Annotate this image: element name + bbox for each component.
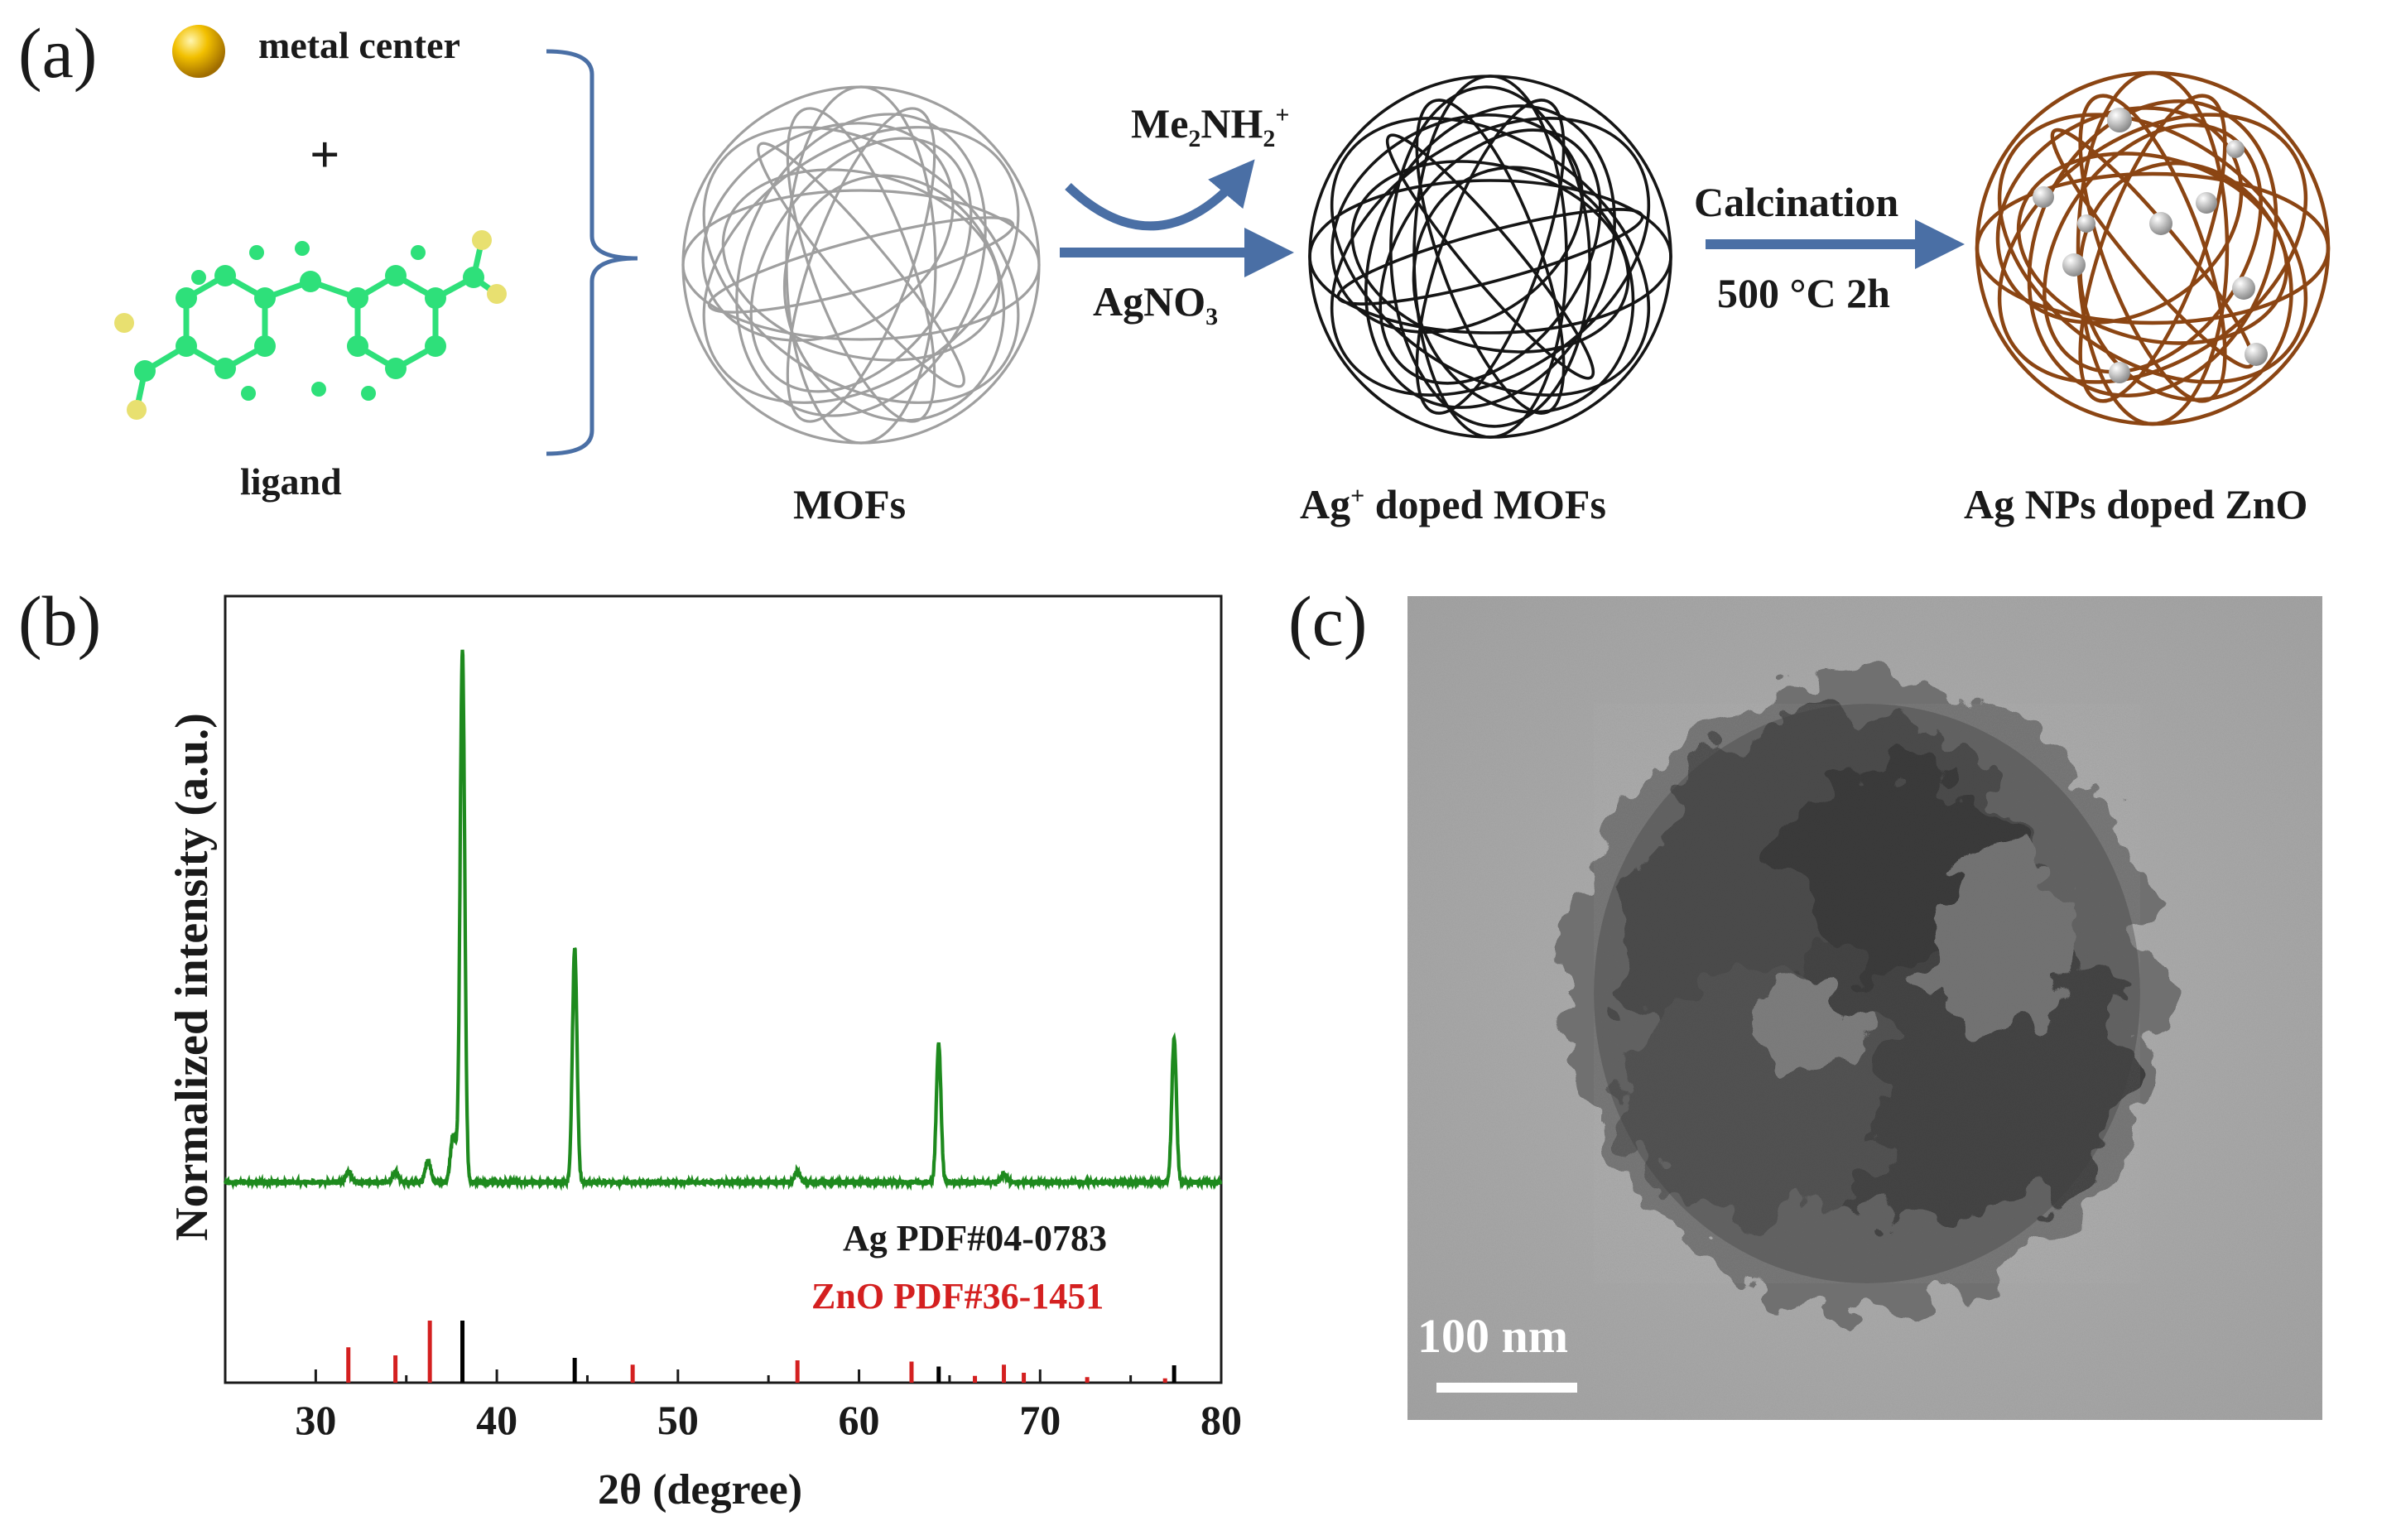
- plot-frame: [224, 594, 1223, 1384]
- x-tick-label: 60: [839, 1397, 880, 1443]
- scale-bar-label: 100 nm: [1417, 1309, 1569, 1363]
- conditions-label: 500 °C 2h: [1717, 270, 1890, 316]
- ag-nanoparticles: [2033, 108, 2268, 383]
- x-tick-label: 70: [1019, 1397, 1061, 1443]
- xrd-axes: [224, 594, 1223, 1384]
- ag-reference-legend: Ag PDF#04-0783: [843, 1218, 1107, 1258]
- x-tick-label: 40: [476, 1397, 517, 1443]
- ligand-label: ligand: [240, 460, 342, 503]
- grouping-bracket: [546, 49, 638, 456]
- ag-doped-mof-sphere: [1308, 75, 1672, 439]
- x-tick-label: 50: [657, 1397, 699, 1443]
- scale-bar: [1436, 1383, 1577, 1393]
- panel-a-letter: (a): [18, 13, 98, 93]
- mofs-label: MOFs: [793, 481, 907, 527]
- mof-sphere: [681, 85, 1041, 445]
- byproduct-curve-arrow: [1065, 159, 1255, 231]
- xrd-tick-labels: 30 40 50 60 70 80: [295, 1397, 1242, 1443]
- ag-doped-mofs-label: Ag+ doped MOFs: [1300, 481, 1606, 527]
- ag-zno-sphere: [1975, 70, 2331, 426]
- zno-reference-legend: ZnO PDF#36-1451: [811, 1276, 1104, 1316]
- ag-nps-zno-label: Ag NPs doped ZnO: [1964, 481, 2308, 527]
- x-axis-label: 2θ (degree): [598, 1466, 803, 1514]
- xrd-chart: 30 40 50 60 70 80: [223, 594, 1242, 1443]
- panel-a-scheme: [114, 25, 2331, 456]
- xrd-pattern-line: [223, 649, 1223, 1191]
- xrd-reference-lines: [346, 1321, 1176, 1383]
- tem-image: [1407, 596, 2322, 1420]
- x-tick-label: 80: [1200, 1397, 1242, 1443]
- byproduct-label: Me2NH2+: [1131, 100, 1290, 152]
- calcination-label: Calcination: [1694, 179, 1899, 225]
- metal-center-label: metal center: [258, 24, 460, 66]
- metal-center-ball: [172, 25, 225, 78]
- reagent-label: AgNO3: [1093, 278, 1219, 330]
- x-tick-label: 30: [295, 1397, 336, 1443]
- panel-c-letter: (c): [1288, 581, 1368, 661]
- plus-sign: +: [310, 125, 340, 184]
- panel-b-letter: (b): [18, 581, 102, 661]
